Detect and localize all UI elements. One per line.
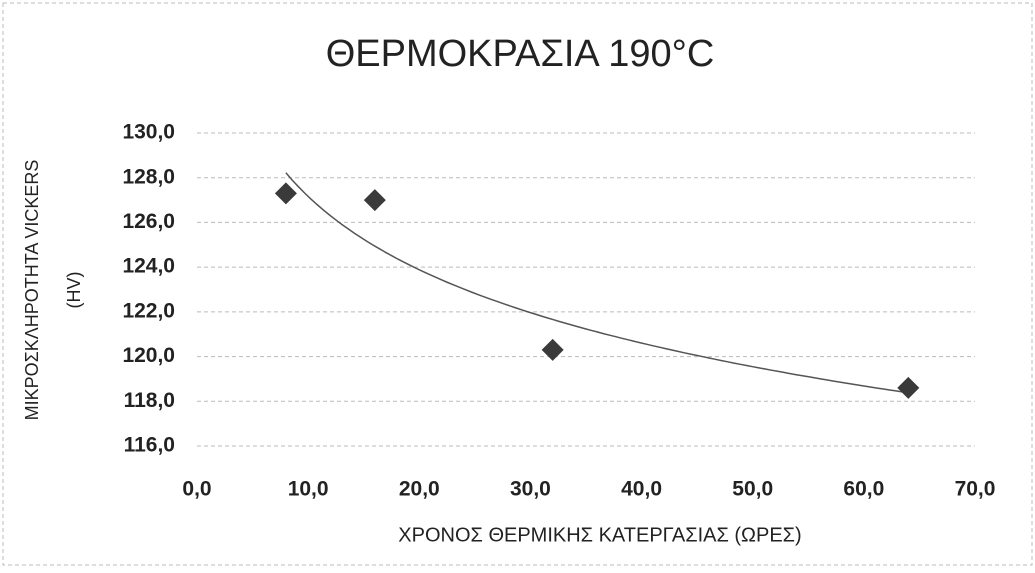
y-tick-label: 120,0 [122, 344, 175, 367]
chart-title: ΘΕΡΜΟΚΡΑΣΙΑ 190°C [326, 33, 715, 75]
y-tick-label: 130,0 [122, 121, 175, 144]
x-tick-label: 20,0 [399, 478, 440, 501]
x-tick-label: 40,0 [621, 478, 662, 501]
x-tick-label: 0,0 [182, 478, 211, 501]
y-axis-label: (HV) [64, 272, 84, 309]
y-tick-label: 116,0 [124, 434, 175, 457]
y-axis-label: ΜΙΚΡΟΣΚΛΗΡΟΤΗΤΑ VICKERS [22, 160, 42, 421]
x-tick-label: 10,0 [288, 478, 329, 501]
y-axis-label-group: ΜΙΚΡΟΣΚΛΗΡΟΤΗΤΑ VICKERS (HV) [22, 160, 84, 421]
data-point [541, 338, 564, 361]
trendline [285, 172, 909, 394]
x-tick-label: 30,0 [510, 478, 551, 501]
x-tick-label: 50,0 [732, 478, 773, 501]
data-point [363, 189, 386, 212]
data-point [274, 182, 297, 205]
y-tick-label: 126,0 [122, 210, 175, 233]
y-tick-label: 124,0 [122, 255, 175, 278]
x-axis-label: ΧΡΟΝΟΣ ΘΕΡΜΙΚΗΣ ΚΑΤΕΡΓΑΣΙΑΣ (ΩΡΕΣ) [398, 524, 801, 546]
y-tick-label: 122,0 [122, 299, 175, 322]
x-tick-label: 60,0 [843, 478, 884, 501]
data-point [897, 376, 920, 399]
y-tick-label: 118,0 [124, 389, 175, 412]
y-tick-label: 128,0 [122, 165, 175, 188]
x-tick-label: 70,0 [955, 478, 996, 501]
